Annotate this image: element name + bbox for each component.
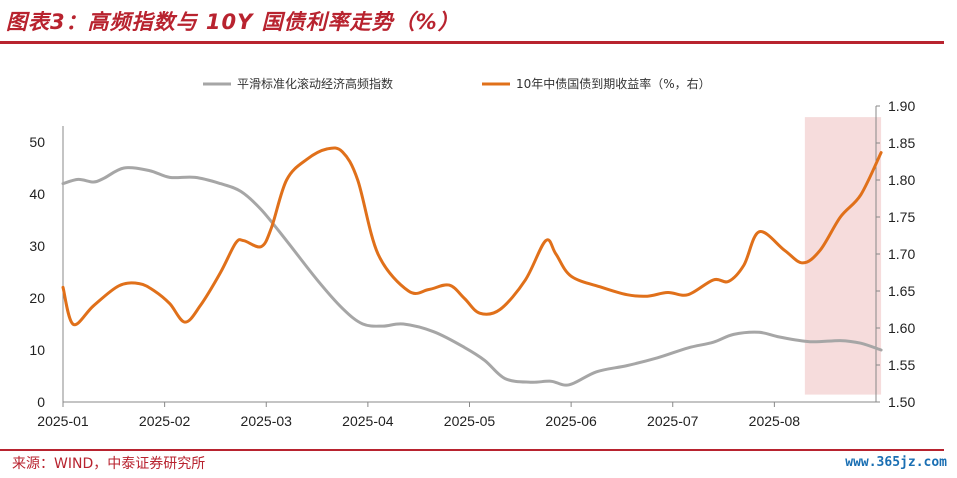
chart: 0 10 20 30 40 50 1.50 1.55 1.60 1.65 1.70 1.75 1.80 1…: [29, 76, 915, 429]
y-right-tick-label: 1.90: [888, 98, 915, 114]
x-tick-label: 2025-01: [37, 413, 89, 429]
x-tick-label: 2025-03: [241, 413, 293, 429]
highlight-region: [804, 117, 882, 395]
y-right-tick-label: 1.80: [888, 172, 915, 188]
y-right-tick-label: 1.70: [888, 246, 915, 262]
series-line-high-frequency-index: [61, 166, 883, 387]
y-right-tick-label: 1.55: [888, 357, 915, 373]
x-tick-label: 2025-04: [342, 413, 394, 429]
source-note: 来源：WIND，中泰证券研究所: [12, 456, 206, 472]
legend-layer: 平滑标准化滚动经济高频指数 10年中债国债到期收益率（%，右）: [203, 76, 711, 91]
x-tick-label: 2025-07: [647, 413, 699, 429]
y-left-tick-label: 0: [37, 394, 45, 410]
y-right-tick-label: 1.50: [888, 394, 915, 410]
y-right-tick-label: 1.65: [888, 283, 915, 299]
y-right-tick-label: 1.75: [888, 209, 915, 225]
chart-title: 图表3：高频指数与 10Y 国债利率走势（%）: [6, 10, 460, 34]
title-divider: [0, 41, 944, 44]
legend-label: 平滑标准化滚动经济高频指数: [237, 76, 393, 91]
x-tick-label: 2025-06: [545, 413, 597, 429]
y-right-tick-label: 1.85: [888, 135, 915, 151]
y-left-tick-label: 40: [29, 186, 45, 202]
y-left-tick-label: 30: [29, 238, 45, 254]
axes-layer: 0 10 20 30 40 50 1.50 1.55 1.60 1.65 1.70 1.75 1.80 1…: [29, 98, 915, 429]
watermark: www.365jz.com: [845, 455, 947, 470]
highlight-region-layer: [804, 117, 882, 395]
y-left-tick-label: 50: [29, 134, 45, 150]
series-layer: [61, 146, 883, 387]
series-line-10y-yield: [61, 146, 883, 327]
y-left-tick-label: 20: [29, 290, 45, 306]
x-tick-label: 2025-08: [749, 413, 801, 429]
x-tick-label: 2025-02: [139, 413, 191, 429]
y-left-tick-label: 10: [29, 342, 45, 358]
legend-label: 10年中债国债到期收益率（%，右）: [516, 76, 711, 91]
x-tick-label: 2025-05: [444, 413, 496, 429]
footer-divider: [0, 449, 944, 451]
y-right-tick-label: 1.60: [888, 320, 915, 336]
